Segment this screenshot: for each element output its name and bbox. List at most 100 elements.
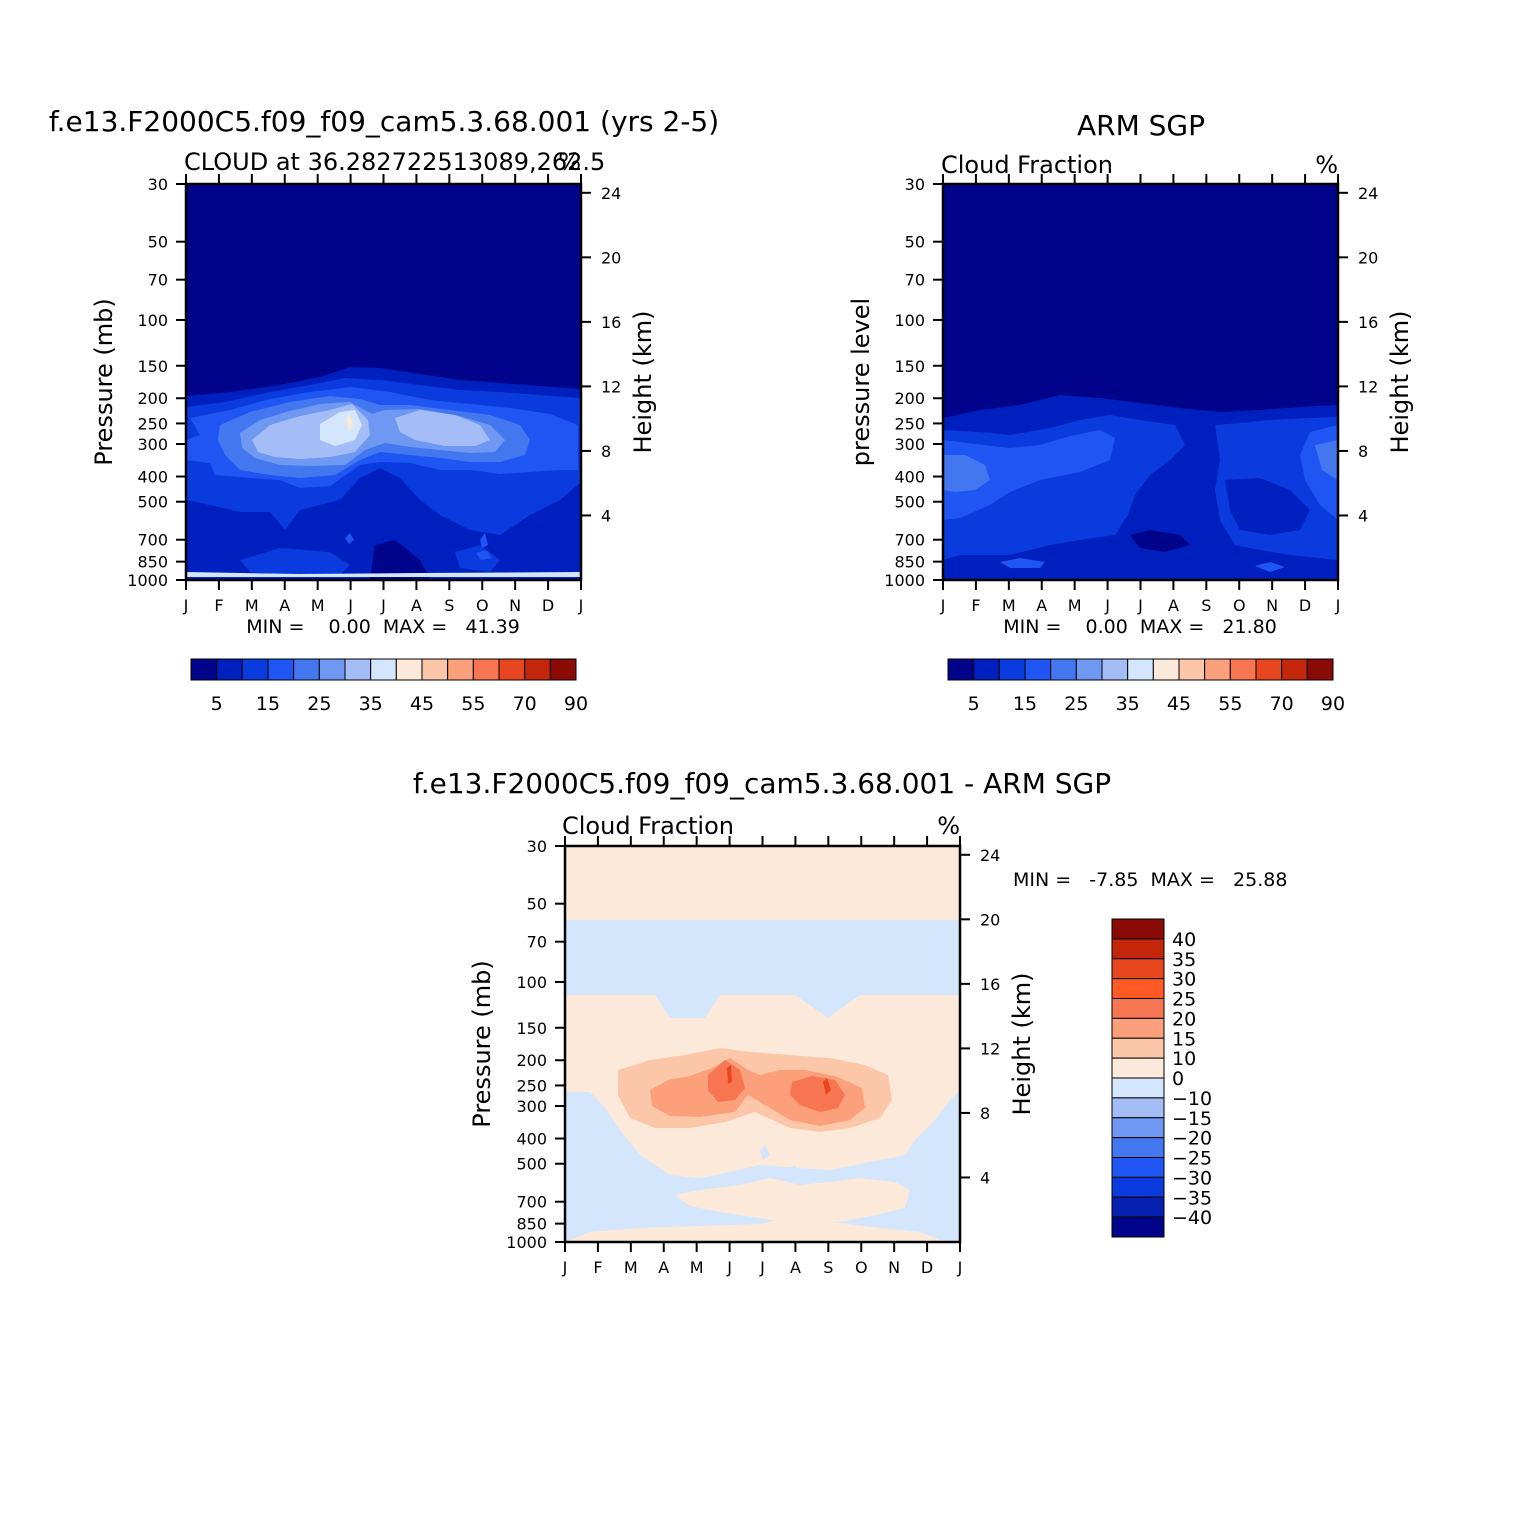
y-tick-label: 300: [516, 1097, 547, 1116]
contour-fill: [395, 410, 490, 446]
y-tick-label-right: 16: [1358, 313, 1378, 332]
contour-fill: [346, 414, 353, 432]
colorbar-box: [1306, 658, 1334, 681]
panel3-ylabel-right: Height (km): [1008, 973, 1036, 1116]
colorbar-label: 70: [1270, 693, 1294, 715]
colorbar-box: [1111, 1176, 1165, 1198]
contour-fill: [345, 533, 354, 544]
contour-fill: [943, 570, 1338, 580]
colorbar-box: [1111, 1196, 1165, 1218]
y-tick-label-right: 24: [1358, 184, 1378, 203]
y-tick-label-right: 24: [980, 846, 1000, 865]
y-tick-label-right: 4: [1358, 506, 1368, 525]
colorbar-label: −15: [1172, 1108, 1212, 1130]
x-tick-label: M: [311, 596, 325, 615]
contour-fill: [823, 1078, 831, 1095]
x-tick-label: J: [759, 1258, 765, 1277]
colorbar-box: [1111, 958, 1165, 980]
colorbar-box: [998, 658, 1026, 681]
contour-fill: [943, 430, 1115, 520]
y-tick-label: 50: [148, 233, 168, 252]
y-tick-label-right: 12: [1358, 377, 1378, 396]
y-tick-label: 70: [148, 271, 168, 290]
x-tick-label: D: [1299, 596, 1311, 615]
panel2-ylabel-right: Height (km): [1386, 311, 1414, 454]
panel2-units: %: [1315, 151, 1338, 179]
panel3-stats: MIN = -7.85 MAX = 25.88: [1013, 869, 1287, 891]
colorbar-box: [1101, 658, 1129, 681]
panel2-subtitle: Cloud Fraction: [941, 151, 1113, 179]
x-tick-label: N: [888, 1258, 900, 1277]
panel3-contours: [565, 846, 960, 1242]
contour-fill: [760, 1145, 770, 1160]
x-tick-label: J: [380, 596, 386, 615]
colorbar-label: 90: [1321, 693, 1345, 715]
colorbar-box: [1111, 1157, 1165, 1178]
x-tick-label: A: [658, 1258, 669, 1277]
colorbar-label: 15: [1172, 1028, 1196, 1050]
x-tick-label: J: [726, 1258, 732, 1277]
y-tick-label-right: 4: [980, 1168, 990, 1187]
colorbar-box: [1111, 918, 1165, 940]
contour-fill: [565, 920, 960, 1018]
y-tick-label: 850: [137, 553, 168, 572]
colorbar-box: [1050, 658, 1077, 681]
contour-fill: [727, 1065, 732, 1084]
panel-obs: ARM SGP Cloud Fraction % J F M A M J J A S O N D J 30…: [847, 109, 1414, 715]
colorbar-label: 20: [1172, 1008, 1196, 1030]
panel1-ylabel-right: Height (km): [629, 311, 657, 454]
x-tick-label: J: [347, 596, 353, 615]
x-tick-label: M: [1068, 596, 1082, 615]
x-tick-label: O: [476, 596, 489, 615]
panel1-units: %: [558, 148, 581, 176]
x-tick-label: M: [245, 596, 259, 615]
colorbar-box: [1127, 658, 1154, 681]
colorbar-box: [1111, 1117, 1165, 1139]
colorbar-label: 25: [1064, 693, 1088, 715]
y-tick-label: 250: [516, 1076, 547, 1095]
colorbar-label: 10: [1172, 1048, 1196, 1070]
panel2-axes: J F M A M J J A S O N D J 30 50 70 100 150 200 250 300 400 500…: [884, 174, 1378, 615]
colorbar-box: [1111, 1097, 1165, 1119]
y-tick-label-right: 12: [980, 1039, 1000, 1058]
colorbar-label: 15: [1013, 693, 1037, 715]
y-tick-label: 400: [894, 468, 925, 487]
panel1-title: f.e13.F2000C5.f09_f09_cam5.3.68.001 (yrs…: [49, 105, 719, 138]
panel2-stats: MIN = 0.00 MAX = 21.80: [1003, 616, 1277, 638]
x-tick-label: M: [1002, 596, 1016, 615]
y-tick-label: 150: [894, 357, 925, 376]
panel1-contours: [186, 184, 581, 580]
colorbar-box: [395, 658, 423, 681]
contour-fill: [565, 1215, 960, 1242]
x-tick-label: J: [578, 596, 584, 615]
y-tick-label: 250: [137, 414, 168, 433]
colorbar-box: [267, 658, 295, 681]
y-tick-label: 100: [137, 311, 168, 330]
contour-fill: [320, 410, 362, 446]
contour-fill: [480, 533, 488, 548]
colorbar-box: [190, 658, 218, 681]
panel1-subtitle: CLOUD at 36.282722513089,262.5: [184, 148, 605, 176]
y-tick-label-right: 16: [980, 975, 1000, 994]
colorbar-label: −25: [1172, 1148, 1212, 1170]
y-tick-label-right: 4: [601, 506, 611, 525]
colorbar-box: [1229, 658, 1257, 681]
colorbar-label: 70: [513, 693, 537, 715]
contour-fill: [1000, 558, 1045, 568]
colorbar-box: [472, 658, 500, 681]
colorbar-box: [447, 658, 474, 681]
colorbar-box: [947, 658, 975, 681]
x-tick-label: A: [1036, 596, 1047, 615]
colorbar-box: [524, 658, 551, 681]
panel-diff: f.e13.F2000C5.f09_f09_cam5.3.68.001 - AR…: [413, 767, 1288, 1277]
colorbar-label: 55: [461, 693, 485, 715]
y-tick-label: 1000: [884, 571, 925, 590]
colorbar-box: [421, 658, 449, 681]
x-tick-label: D: [921, 1258, 933, 1277]
x-tick-label: A: [279, 596, 290, 615]
x-tick-label: N: [509, 596, 521, 615]
y-tick-label: 100: [516, 973, 547, 992]
y-tick-label: 200: [516, 1051, 547, 1070]
colorbar-label: 55: [1218, 693, 1242, 715]
